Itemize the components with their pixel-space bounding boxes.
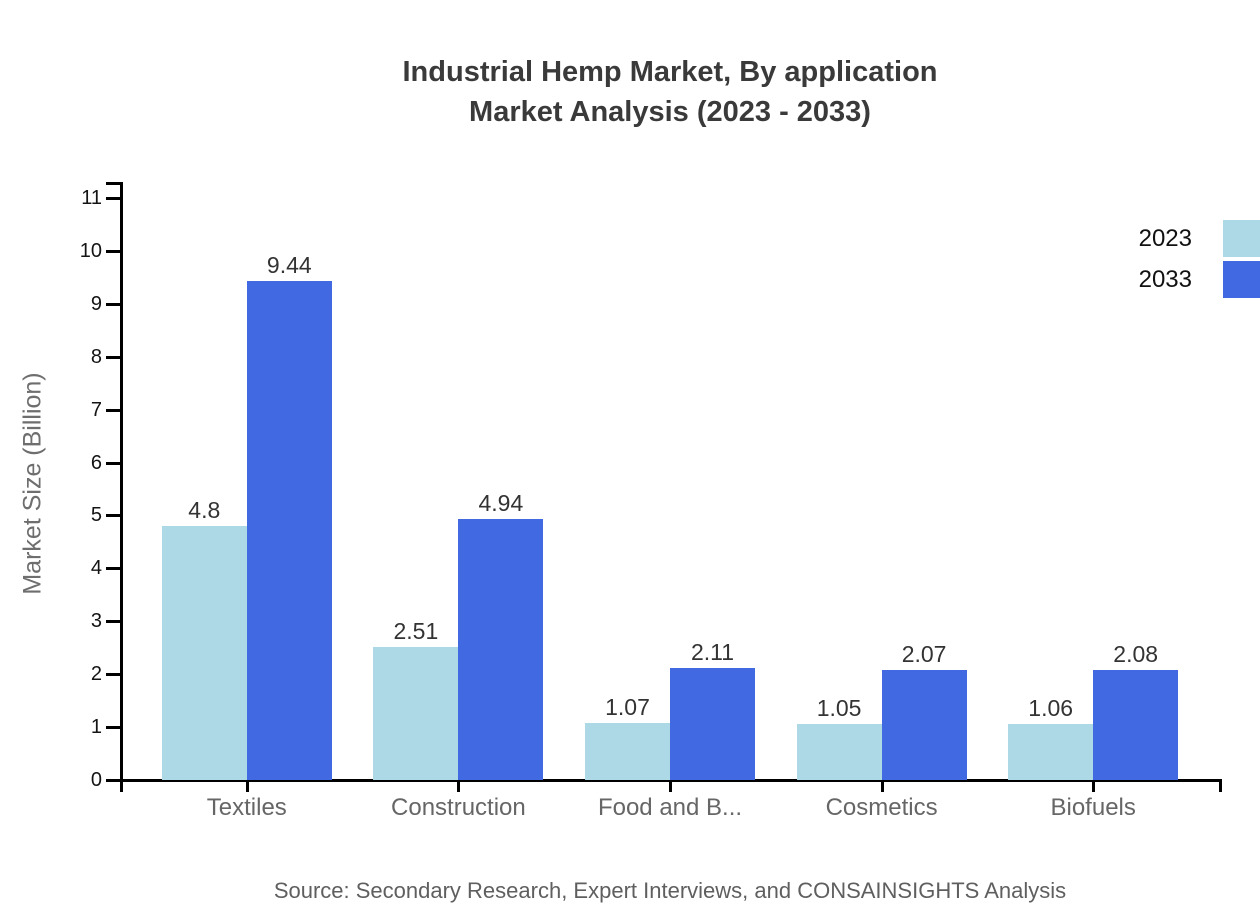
- bar-value-label: 2.11: [690, 639, 735, 666]
- bar-value-label: 1.06: [1028, 694, 1074, 721]
- y-tick: [106, 779, 120, 782]
- y-tick-label: 8: [90, 345, 102, 368]
- bar-2033-Textiles: [246, 280, 332, 780]
- y-tick-label: 0: [90, 769, 102, 791]
- legend-item-2033[interactable]: 2033: [1080, 261, 1260, 299]
- bar-2023-Construction: [373, 647, 459, 780]
- source-note: Source: Secondary Research, Expert Inter…: [273, 878, 1067, 903]
- x-tick: [669, 779, 672, 792]
- legend-label: 2033: [1138, 266, 1192, 293]
- y-tick-label: 9: [90, 292, 102, 315]
- bar-2023-Biofuels: [1008, 723, 1094, 780]
- y-tick: [106, 514, 120, 518]
- bar-value-label: 1.07: [605, 694, 650, 721]
- x-category-label: Cosmetics: [825, 794, 938, 821]
- bar-2023-Food and B...: [585, 723, 670, 780]
- bar-value-label: 4.8: [188, 497, 221, 524]
- y-tick: [106, 726, 120, 730]
- x-axis-end-cap: [1219, 779, 1222, 792]
- chart-title: Industrial Hemp Market, By application M…: [80, 52, 1260, 132]
- y-tick: [106, 249, 120, 253]
- bar-value-label: 4.94: [478, 489, 524, 516]
- y-tick: [106, 302, 120, 306]
- y-tick: [106, 408, 120, 412]
- x-category-label: Textiles: [206, 794, 287, 821]
- y-tick-label: 11: [81, 187, 102, 209]
- bar-2023-Cosmetics: [796, 724, 882, 780]
- y-tick: [106, 620, 120, 624]
- x-category-label: Biofuels: [1050, 794, 1136, 821]
- chart-title-line1: Industrial Hemp Market, By application: [402, 56, 938, 88]
- legend-swatch: [1223, 220, 1260, 257]
- bar-2033-Construction: [458, 518, 544, 780]
- x-tick: [245, 779, 249, 792]
- y-tick: [106, 197, 120, 200]
- x-tick: [457, 779, 461, 792]
- y-tick-label: 1: [90, 716, 102, 739]
- y-tick-label: 5: [90, 504, 102, 527]
- x-category-label: Food and B...: [597, 794, 743, 821]
- x-tick: [880, 779, 884, 792]
- y-tick: [106, 461, 120, 465]
- y-tick: [106, 673, 120, 677]
- y-tick: [106, 567, 120, 571]
- y-tick-label: 4: [90, 557, 102, 580]
- x-axis-line: [108, 779, 1222, 782]
- x-category-label: Construction: [391, 794, 526, 821]
- y-tick-label: 7: [90, 398, 102, 421]
- legend-item-2023[interactable]: 2023: [1080, 220, 1260, 258]
- chart-title-line2: Market Analysis (2023 - 2033): [469, 96, 871, 128]
- bar-2033-Food and B...: [670, 668, 755, 780]
- bar-value-label: 2.07: [901, 641, 947, 668]
- bar-value-label: 1.05: [816, 695, 862, 722]
- y-tick-label: 2: [90, 663, 102, 686]
- legend-label: 2023: [1138, 225, 1192, 252]
- legend-swatch: [1223, 261, 1260, 298]
- bar-value-label: 2.51: [393, 618, 439, 645]
- bar-value-label: 2.08: [1113, 640, 1159, 667]
- y-axis-end-cap: [106, 182, 120, 185]
- y-tick-label: 6: [90, 451, 102, 474]
- y-tick: [106, 355, 120, 359]
- bar-value-label: 9.44: [266, 251, 312, 278]
- y-tick-label: 3: [90, 610, 102, 633]
- x-tick: [1092, 779, 1096, 792]
- bar-2023-Textiles: [161, 526, 247, 780]
- bar-2033-Biofuels: [1093, 669, 1179, 780]
- y-axis-line: [120, 182, 123, 792]
- y-tick-label: 10: [79, 239, 102, 262]
- bar-2033-Cosmetics: [881, 670, 967, 780]
